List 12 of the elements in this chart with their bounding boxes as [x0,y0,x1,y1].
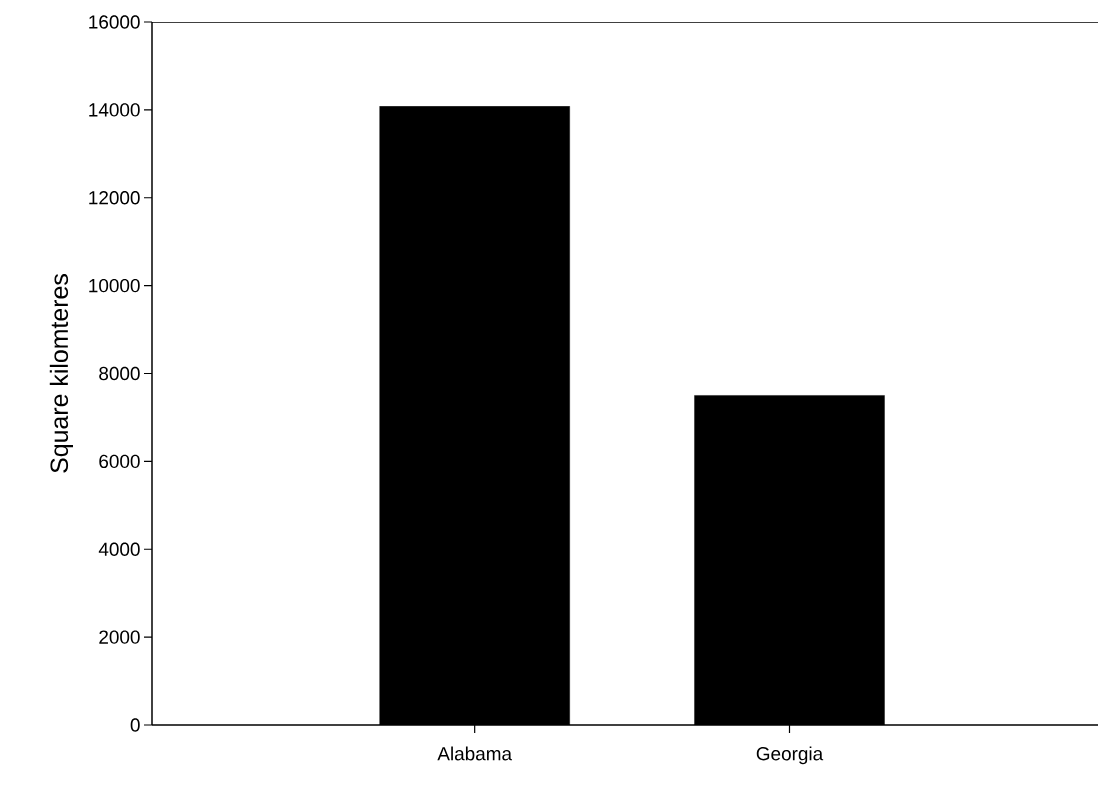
y-tick-label: 10000 [89,278,140,293]
y-tick-label: 2000 [99,630,140,644]
y-tick-label: 16000 [89,15,140,29]
y-tick-label: 6000 [99,454,140,469]
y-tick-label: 0 [130,718,140,732]
x-tick-label: Alabama [437,746,513,761]
y-tick-label: 14000 [89,103,140,117]
y-tick-label: 12000 [89,191,140,205]
x-tick-label: Georgia [756,746,824,765]
y-tick-label: 8000 [99,366,140,381]
y-axis-title: Square kilomteres [49,274,74,473]
y-tick-label: 4000 [98,542,140,556]
